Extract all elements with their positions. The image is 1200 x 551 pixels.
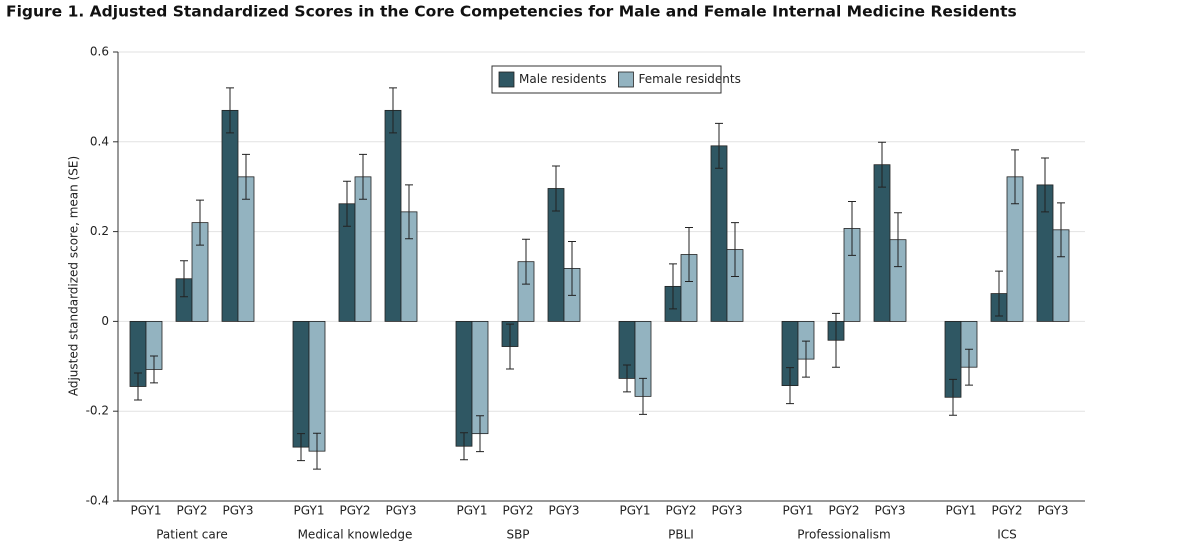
y-tick-label: 0.2 [90,224,109,238]
group-label: PBLI [668,528,694,542]
legend: Male residents Female residents [491,65,741,94]
group-label: Patient care [156,528,228,542]
error-bar [226,87,234,134]
y-tick-label: 0.6 [90,45,109,59]
error-bar [894,212,902,268]
error-bar [878,141,886,188]
error-bar [568,240,576,296]
error-bar [460,432,468,461]
error-bar [1041,157,1049,213]
y-tick-label: -0.4 [86,494,109,508]
error-bar [150,355,158,384]
error-bar [965,348,973,386]
error-bar [476,415,484,453]
bar [308,320,326,452]
error-bar [802,340,810,378]
error-bar [552,165,560,212]
chart-title: Figure 1. Adjusted Standardized Scores i… [6,3,1017,21]
error-bar [297,433,305,462]
x-tick-label: PGY3 [1038,504,1069,518]
legend-box [491,65,722,94]
error-bar [669,263,677,310]
x-tick-label: PGY1 [131,504,162,518]
bar [292,320,310,448]
error-bar [832,312,840,368]
error-bar [242,153,250,200]
x-tick-label: PGY3 [712,504,743,518]
group-label: ICS [997,528,1017,542]
bar [221,109,239,322]
error-bar [786,367,794,405]
error-bar [731,222,739,277]
error-bar [1011,149,1019,205]
error-bar [1057,202,1065,258]
x-tick-label: PGY2 [503,504,534,518]
error-bar [343,180,351,227]
bar [455,320,473,447]
y-axis-label: Adjusted standardized score, mean (SE) [67,156,81,396]
y-tick-label: -0.2 [86,404,109,418]
bar [710,145,728,322]
error-bar [313,432,321,470]
error-bar [522,238,530,285]
x-tick-label: PGY2 [177,504,208,518]
x-tick-label: PGY2 [992,504,1023,518]
error-bar [639,377,647,415]
x-tick-label: PGY1 [946,504,977,518]
legend-swatch [498,71,515,88]
error-bar [196,199,204,246]
x-tick-label: PGY3 [549,504,580,518]
group-label: Professionalism [797,528,890,542]
x-tick-label: PGY2 [340,504,371,518]
x-tick-label: PGY1 [620,504,651,518]
group-label: Medical knowledge [298,528,413,542]
x-tick-label: PGY1 [294,504,325,518]
error-bar [180,260,188,298]
x-tick-label: PGY2 [666,504,697,518]
x-tick-label: PGY3 [386,504,417,518]
error-bar [949,378,957,416]
y-tick-label: 0 [101,314,109,328]
legend-swatch [618,71,634,88]
error-bar [506,323,514,370]
error-bar [134,372,142,401]
error-bar [848,201,856,256]
error-bar [623,364,631,393]
error-bar [359,153,367,200]
error-bar [715,122,723,169]
x-tick-label: PGY1 [783,504,814,518]
error-bar [995,270,1003,317]
y-tick-label: 0.4 [90,134,109,148]
x-tick-label: PGY3 [875,504,906,518]
group-label: SBP [506,528,529,542]
error-bar [405,184,413,240]
error-bar [389,87,397,134]
x-tick-label: PGY3 [223,504,254,518]
error-bar [685,227,693,282]
x-tick-label: PGY2 [829,504,860,518]
bar [384,109,402,322]
x-tick-label: PGY1 [457,504,488,518]
legend-label: Male residents [519,72,606,86]
legend-label: Female residents [638,72,740,86]
bar [873,164,891,322]
